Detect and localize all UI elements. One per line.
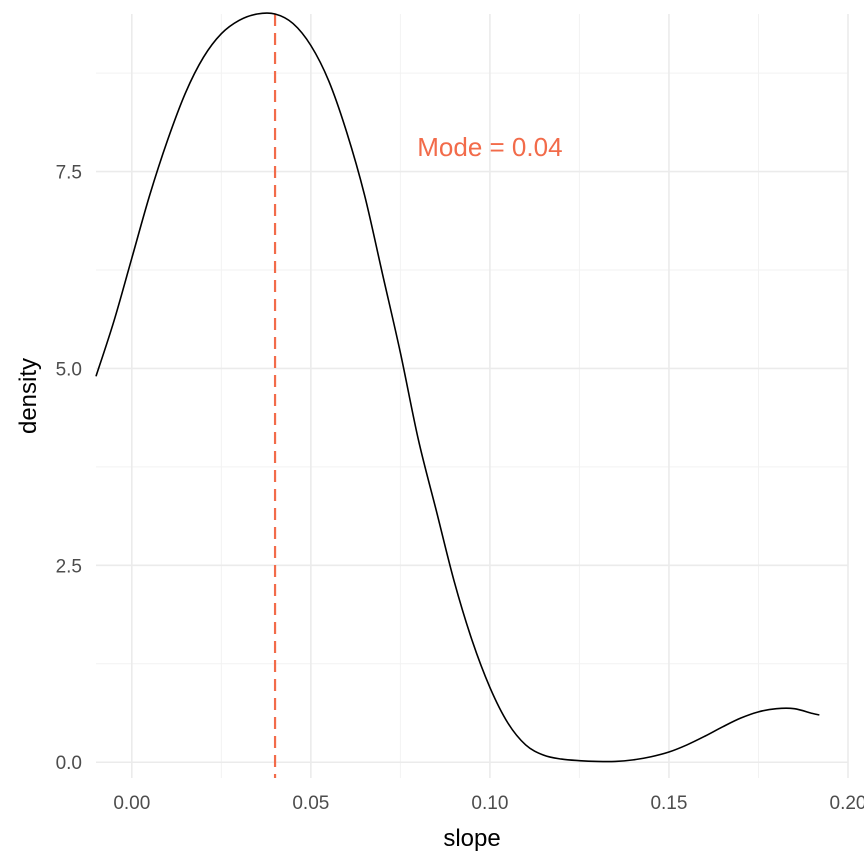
x-axis-ticks: 0.00 0.05 0.10 0.15 0.20 <box>113 793 864 814</box>
x-tick-label: 0.00 <box>113 793 150 814</box>
y-axis-title: density <box>15 358 42 434</box>
y-tick-label: 0.0 <box>56 753 82 774</box>
y-axis-ticks: 0.0 2.5 5.0 7.5 <box>56 163 82 775</box>
x-tick-label: 0.10 <box>471 793 508 814</box>
x-tick-label: 0.05 <box>292 793 329 814</box>
density-series-group <box>95 12 820 763</box>
x-tick-label: 0.15 <box>650 793 687 814</box>
annotations: Mode = 0.04 <box>417 132 562 162</box>
y-tick-label: 5.0 <box>56 359 82 380</box>
x-axis-title: slope <box>443 825 500 852</box>
mode-annotation: Mode = 0.04 <box>417 132 562 162</box>
x-tick-label: 0.20 <box>830 793 864 814</box>
grid <box>96 14 849 778</box>
density-curve <box>95 12 820 763</box>
y-tick-label: 7.5 <box>56 163 82 184</box>
y-tick-label: 2.5 <box>56 556 82 577</box>
